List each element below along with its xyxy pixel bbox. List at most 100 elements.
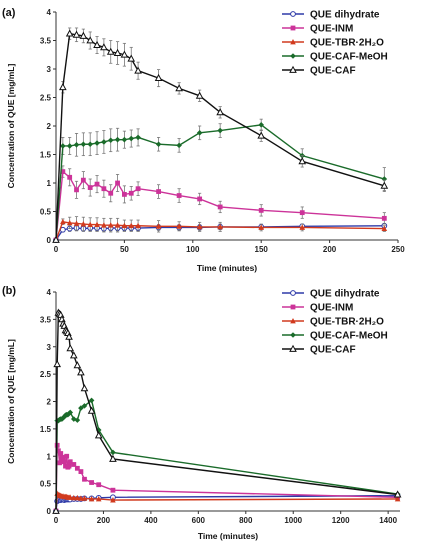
data-point [176,142,182,149]
legend-entry: QUE-CAF [282,66,356,77]
data-point [156,189,161,194]
data-point [73,142,80,148]
y-tick-label: 1.5 [40,425,52,434]
data-point [258,122,264,128]
data-point [196,223,203,230]
data-point [135,186,141,192]
data-point [121,136,128,143]
legend-label: QUE-TBR·2H₂O [310,38,384,49]
y-axis-title: Concentration of QUE [mg/mL] [6,339,16,464]
y-tick-label: 1.5 [40,151,52,160]
legend-label: QUE-CAF [310,66,356,77]
y-tick-label: 2 [47,398,52,407]
x-tick-label: 400 [144,516,158,525]
x-tick-label: 200 [323,245,337,254]
data-point [78,405,84,411]
data-point [197,196,203,202]
data-point [95,495,102,502]
data-point [65,29,74,37]
y-tick-label: 2.5 [40,370,52,379]
data-point [128,222,135,229]
data-point [127,54,136,62]
legend-label: QUE dihydrate [310,289,380,300]
x-tick-label: 200 [97,516,111,525]
data-point [101,186,107,192]
legend-entry: QUE-CAF-MeOH [282,331,388,342]
data-point [381,176,388,182]
legend-label: QUE-CAF-MeOH [310,52,388,63]
legend-label: QUE-CAF [310,345,356,356]
y-tick-label: 1 [47,179,52,188]
data-point [67,409,74,416]
x-axis-title: Time (minutes) [198,531,258,541]
data-point [121,222,128,229]
y-tick-label: 0 [47,236,52,245]
data-point [107,222,114,228]
data-point [88,397,95,404]
y-tick-label: 2 [47,122,52,131]
data-point [80,141,87,148]
data-point [73,361,82,369]
legend-marker [290,39,296,45]
data-point [113,48,122,56]
legend-label: QUE-INM [310,303,353,314]
data-point [101,222,107,228]
series-line [55,494,398,512]
x-tick-label: 600 [192,516,206,525]
y-tick-label: 0 [47,507,52,516]
panel-a-chart: (a) 0 0.5 1 1.5 2 2.5 3 3.5 4 0 50 100 150 200 250 Time… [2,7,405,273]
legend-label: QUE-CAF-MeOH [310,331,388,342]
data-point [380,181,389,189]
legend-entry: QUE-CAF-MeOH [282,52,388,63]
data-point [155,141,162,148]
y-tick-label: 0.5 [40,480,52,489]
data-point [69,351,78,359]
data-point [60,454,66,460]
data-point [80,177,86,183]
data-point [120,50,129,58]
x-tick-label: 250 [391,245,405,254]
data-point [134,66,142,74]
y-axis-title: Concentration of QUE [mg/mL] [6,64,16,189]
data-point [74,187,79,193]
data-point [53,360,62,368]
data-point [74,417,81,423]
data-point [299,210,305,216]
data-point [71,462,77,467]
data-point [60,169,66,174]
data-point [176,223,182,229]
series-que-tbr-2h-o [53,490,401,514]
data-point [175,84,183,92]
legend-marker [290,53,296,59]
data-point [89,480,94,485]
series-que-inm [53,165,387,243]
data-point [217,223,223,230]
data-point [60,143,66,149]
series-line [55,445,398,512]
data-point [66,219,73,226]
legend-marker [289,65,297,73]
data-point [66,344,75,352]
data-point [87,221,93,228]
legend-label: QUE dihydrate [310,10,380,21]
data-point [106,47,115,55]
data-point [110,487,116,493]
data-point [77,368,85,376]
panel-b-label: (b) [2,285,16,297]
data-point [94,431,103,439]
legend-entry: QUE-TBR·2H₂O [282,317,384,328]
y-tick-label: 3.5 [40,37,52,46]
data-point [79,31,88,39]
y-tick-label: 4 [47,288,52,297]
data-point [65,332,73,340]
data-point [196,130,203,136]
data-point [52,506,60,514]
x-tick-label: 0 [54,245,59,254]
data-point [74,465,80,471]
data-point [70,416,77,422]
data-point [108,190,114,196]
data-point [67,459,73,465]
data-point [114,136,121,143]
data-point [110,449,116,456]
